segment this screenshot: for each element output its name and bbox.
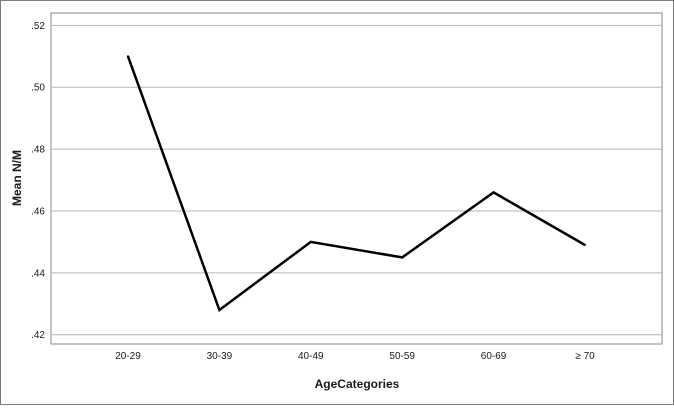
series-line (126, 55, 586, 313)
y-tick-label: .50 (31, 83, 45, 94)
y-tick-label: .52 (31, 21, 45, 32)
x-tick-label: 30-39 (207, 351, 233, 362)
data-point (401, 256, 404, 259)
data-point (492, 191, 495, 194)
gridlines (51, 24, 662, 336)
y-tick-label: .42 (31, 330, 45, 341)
y-axis-title: Mean N/M (10, 150, 24, 206)
x-tick-label: 60-69 (481, 351, 507, 362)
data-point (218, 308, 221, 311)
x-tick-label: ≥ 70 (575, 351, 595, 362)
data-point (584, 244, 586, 247)
data-point (127, 55, 129, 58)
x-tick-label: 20-29 (115, 351, 141, 362)
y-tick-label: .48 (31, 145, 45, 156)
x-tick-labels: 20-29 30-39 40-49 50-59 60-69 ≥ 70 (115, 351, 595, 362)
y-tick-label: .46 (31, 206, 45, 217)
x-axis-title: AgeCategories (315, 377, 400, 391)
x-tick-label: 50-59 (389, 351, 415, 362)
y-tick-labels: .42 .44 .46 .48 .50 .52 (31, 21, 45, 341)
x-tick-label: 40-49 (298, 351, 324, 362)
y-tick-label: .44 (31, 268, 45, 279)
data-point (309, 240, 312, 243)
plot-area (50, 12, 663, 345)
series-layer (126, 55, 586, 313)
